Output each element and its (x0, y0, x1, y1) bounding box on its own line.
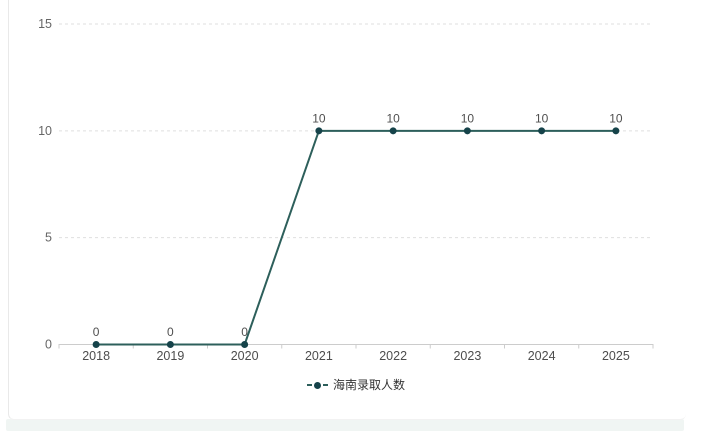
legend-dot-icon (313, 381, 321, 389)
data-point[interactable] (612, 127, 620, 135)
data-label: 0 (241, 325, 248, 339)
data-point[interactable] (92, 341, 100, 348)
data-label: 10 (461, 111, 475, 125)
data-point[interactable] (463, 127, 471, 135)
data-point[interactable] (538, 127, 546, 135)
data-point[interactable] (166, 341, 174, 348)
x-axis-label: 2025 (602, 349, 630, 363)
x-axis-label: 2022 (379, 349, 407, 363)
x-axis-label: 2018 (82, 349, 110, 363)
y-axis-label: 10 (38, 124, 52, 138)
data-label: 10 (609, 111, 623, 125)
x-axis-label: 2024 (528, 349, 556, 363)
data-label: 10 (312, 111, 326, 125)
legend-line-dot-marker (306, 381, 328, 389)
legend: 海南录取人数 (59, 376, 653, 394)
data-point[interactable] (389, 127, 397, 135)
x-axis-label: 2023 (453, 349, 481, 363)
y-axis-label: 5 (45, 231, 52, 245)
y-axis-label: 15 (38, 17, 52, 31)
legend-dash-right (322, 384, 328, 386)
legend-label: 海南录取人数 (332, 378, 405, 392)
legend-item-hainan[interactable]: 海南录取人数 (306, 376, 405, 394)
chart-card (8, 0, 686, 420)
data-point[interactable] (315, 127, 323, 135)
x-axis-label: 2020 (231, 349, 259, 363)
series-line (96, 129, 616, 346)
data-label: 0 (93, 325, 100, 339)
data-label: 10 (535, 111, 549, 125)
x-axis-label: 2019 (156, 349, 184, 363)
data-label: 0 (167, 325, 174, 339)
y-axis-label: 0 (45, 338, 52, 352)
legend-dash-left (306, 384, 312, 386)
data-label: 10 (386, 111, 400, 125)
x-axis-label: 2021 (305, 349, 333, 363)
data-point[interactable] (241, 341, 249, 348)
page-background-strip (6, 419, 684, 431)
